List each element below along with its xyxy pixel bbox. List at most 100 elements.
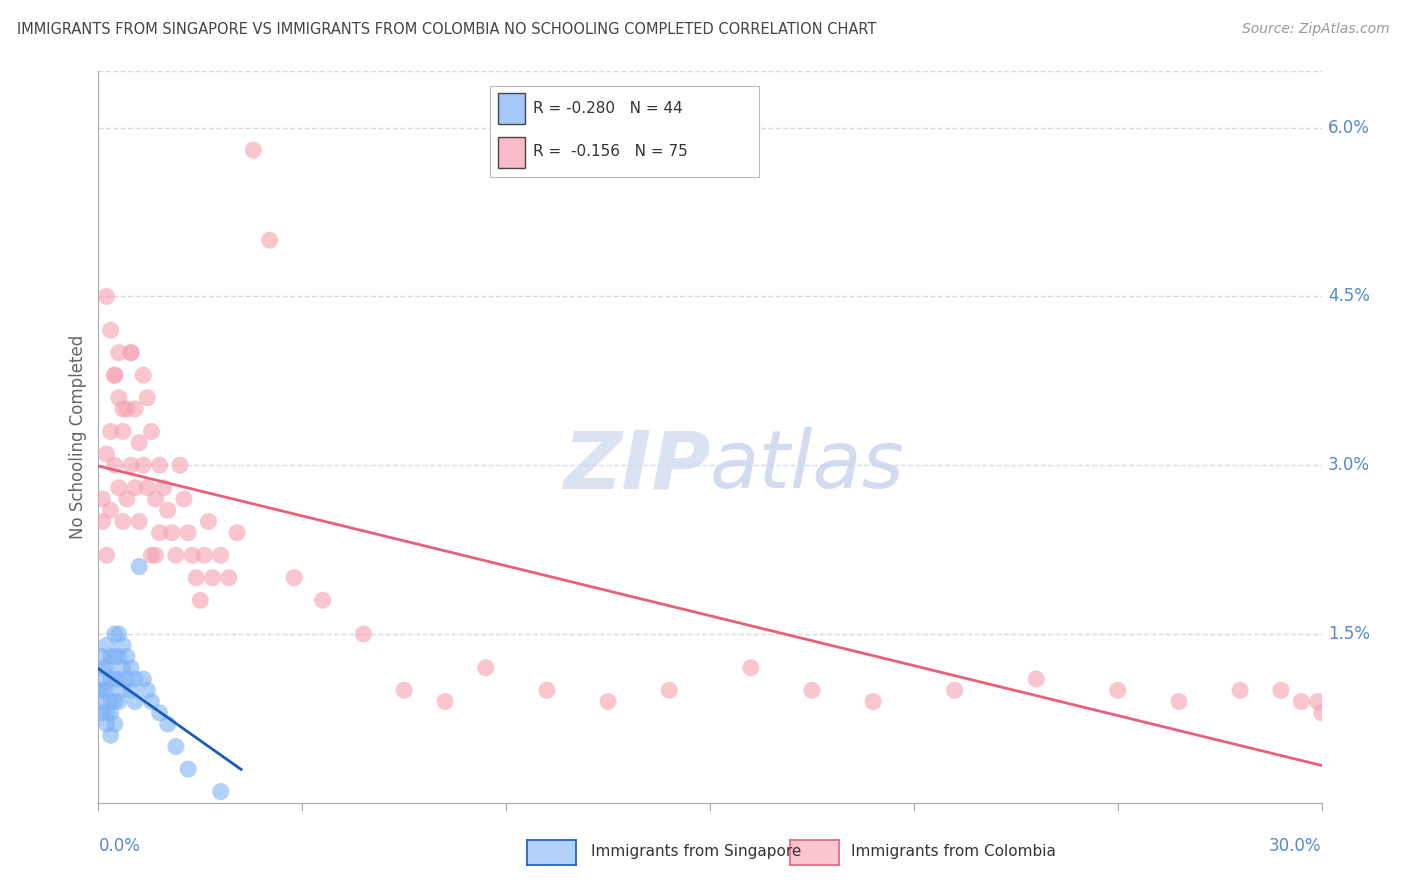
- Point: [145, 548, 167, 562]
- Point: [100, 425, 122, 439]
- Point: [1291, 694, 1313, 708]
- Point: [598, 694, 620, 708]
- Point: [128, 559, 150, 574]
- Point: [111, 638, 134, 652]
- Point: [115, 649, 138, 664]
- Text: 30.0%: 30.0%: [1270, 837, 1322, 855]
- Point: [209, 548, 232, 562]
- Point: [96, 638, 118, 652]
- Point: [124, 694, 146, 708]
- Y-axis label: No Schooling Completed: No Schooling Completed: [69, 335, 87, 539]
- Point: [91, 649, 114, 664]
- Point: [136, 391, 159, 405]
- Point: [132, 368, 155, 383]
- Text: atlas: atlas: [710, 427, 905, 506]
- Point: [173, 491, 195, 506]
- Point: [658, 683, 681, 698]
- Point: [111, 425, 134, 439]
- Point: [104, 717, 127, 731]
- Point: [91, 694, 114, 708]
- Point: [104, 672, 127, 686]
- Point: [242, 143, 264, 157]
- Point: [156, 717, 179, 731]
- Point: [152, 481, 174, 495]
- Point: [1167, 694, 1189, 708]
- Point: [104, 368, 127, 383]
- Point: [169, 458, 191, 473]
- Point: [1025, 672, 1047, 686]
- Point: [89, 683, 111, 698]
- Point: [111, 401, 134, 416]
- Point: [141, 548, 163, 562]
- Point: [193, 548, 215, 562]
- Point: [120, 458, 142, 473]
- Point: [160, 525, 183, 540]
- Point: [149, 525, 172, 540]
- Point: [136, 683, 159, 698]
- Point: [91, 672, 114, 686]
- Text: 1.5%: 1.5%: [1327, 625, 1369, 643]
- Point: [434, 694, 457, 708]
- Point: [259, 233, 281, 247]
- Point: [474, 661, 498, 675]
- Point: [96, 717, 118, 731]
- Point: [226, 525, 249, 540]
- Point: [111, 683, 134, 698]
- Text: 4.5%: 4.5%: [1327, 287, 1369, 305]
- Point: [1270, 683, 1292, 698]
- Point: [128, 515, 150, 529]
- Point: [96, 706, 118, 720]
- Point: [149, 706, 172, 720]
- Point: [201, 571, 224, 585]
- Point: [100, 706, 122, 720]
- Point: [149, 458, 172, 473]
- Point: [96, 661, 118, 675]
- Point: [108, 627, 131, 641]
- Point: [104, 458, 127, 473]
- Point: [100, 323, 122, 337]
- Point: [1107, 683, 1129, 698]
- Point: [100, 728, 122, 742]
- Point: [124, 672, 146, 686]
- Text: 6.0%: 6.0%: [1327, 119, 1369, 136]
- Point: [740, 661, 762, 675]
- Point: [165, 548, 187, 562]
- Point: [283, 571, 305, 585]
- Point: [115, 491, 138, 506]
- Point: [104, 694, 127, 708]
- Point: [186, 571, 208, 585]
- Point: [188, 593, 212, 607]
- Point: [801, 683, 824, 698]
- Point: [91, 515, 114, 529]
- Point: [141, 425, 163, 439]
- Point: [115, 401, 138, 416]
- Point: [93, 661, 115, 675]
- Point: [96, 683, 118, 698]
- Point: [108, 481, 131, 495]
- Point: [136, 481, 159, 495]
- Point: [1306, 694, 1329, 708]
- Point: [218, 571, 240, 585]
- Text: IMMIGRANTS FROM SINGAPORE VS IMMIGRANTS FROM COLOMBIA NO SCHOOLING COMPLETED COR: IMMIGRANTS FROM SINGAPORE VS IMMIGRANTS …: [17, 22, 876, 37]
- Point: [132, 672, 155, 686]
- Point: [104, 627, 127, 641]
- Point: [100, 694, 122, 708]
- Text: 3.0%: 3.0%: [1327, 456, 1369, 475]
- Point: [108, 345, 131, 359]
- Point: [108, 694, 131, 708]
- Point: [90, 706, 112, 720]
- Point: [1310, 706, 1333, 720]
- Point: [108, 391, 131, 405]
- Point: [352, 627, 374, 641]
- Point: [120, 345, 142, 359]
- Point: [145, 491, 167, 506]
- Point: [120, 661, 142, 675]
- Point: [111, 515, 134, 529]
- Point: [156, 503, 179, 517]
- Point: [108, 672, 131, 686]
- Point: [93, 683, 115, 698]
- Text: ZIP: ZIP: [562, 427, 710, 506]
- Point: [96, 289, 118, 303]
- Point: [197, 515, 219, 529]
- Point: [104, 368, 127, 383]
